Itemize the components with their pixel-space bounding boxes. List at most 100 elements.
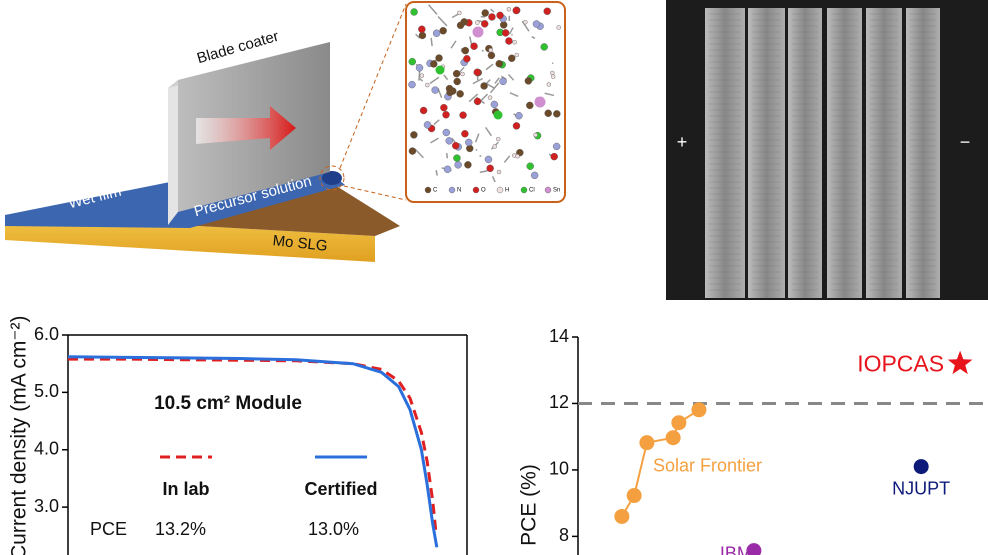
y-tick-label: 14	[549, 326, 569, 346]
bond	[489, 82, 500, 94]
cell-strip	[788, 8, 822, 298]
atom	[515, 112, 523, 120]
atom	[533, 132, 538, 138]
atom	[408, 147, 417, 155]
atom	[456, 21, 465, 30]
atom	[460, 71, 465, 77]
atom	[488, 13, 496, 21]
atom	[487, 51, 496, 60]
atom	[440, 103, 448, 112]
legend-dot	[520, 186, 528, 194]
atom	[459, 111, 467, 119]
bond	[433, 119, 440, 126]
atom	[512, 40, 517, 45]
atom	[499, 77, 507, 86]
atom	[532, 20, 541, 28]
atom	[540, 43, 548, 51]
bond	[503, 155, 511, 163]
atom	[514, 52, 519, 58]
bond	[544, 92, 555, 97]
y-axis-label: PCE (%)	[518, 464, 541, 546]
atom	[442, 128, 450, 137]
series-line	[67, 355, 439, 548]
bond	[508, 27, 514, 35]
bond	[430, 37, 433, 47]
bond	[479, 154, 482, 158]
atom	[495, 60, 503, 68]
atom	[418, 31, 427, 40]
bond	[429, 76, 440, 85]
bond	[418, 70, 421, 81]
bond	[485, 82, 495, 89]
atom	[496, 11, 504, 20]
bond	[485, 127, 493, 137]
atom	[435, 54, 443, 62]
legend-label: In lab	[162, 479, 209, 499]
atom	[425, 82, 430, 88]
series-label: NJUPT	[892, 478, 950, 498]
solution-bead	[322, 171, 342, 185]
point	[671, 415, 687, 431]
atom	[487, 95, 493, 100]
arrow	[196, 106, 296, 150]
atom	[423, 121, 432, 129]
atom	[432, 29, 441, 37]
atom	[492, 144, 497, 149]
atom	[453, 154, 461, 162]
atom	[435, 65, 445, 75]
y-tick-label: 5.0	[34, 381, 59, 401]
point	[639, 435, 655, 451]
atom	[515, 154, 520, 159]
atom	[506, 7, 512, 12]
atom	[445, 137, 453, 145]
cell-strip	[705, 8, 745, 298]
bond	[428, 4, 438, 15]
point	[614, 508, 630, 524]
atom	[550, 70, 555, 76]
legend-dot	[472, 186, 480, 194]
atom	[534, 96, 546, 108]
cell-strip	[906, 8, 940, 298]
atom	[464, 161, 472, 169]
atom	[480, 82, 488, 90]
atom	[496, 169, 502, 175]
atom	[508, 54, 516, 62]
table-cell: 13.0%	[308, 519, 359, 539]
atom	[550, 74, 556, 79]
point	[691, 402, 707, 418]
atom	[488, 47, 493, 53]
atom	[410, 131, 418, 139]
legend-label: Cl	[529, 188, 535, 194]
atom	[449, 87, 457, 95]
atom	[490, 100, 499, 109]
atom	[481, 9, 489, 17]
atom	[430, 60, 438, 68]
atom	[457, 10, 462, 16]
series-line	[68, 357, 438, 531]
atom	[543, 7, 551, 15]
atom	[552, 142, 561, 151]
bond	[509, 92, 519, 98]
legend-dot	[544, 186, 552, 194]
y-tick-label: 8	[559, 525, 569, 545]
atom	[553, 110, 561, 118]
table-cell: PCE	[90, 519, 127, 539]
terminal: +	[677, 132, 688, 152]
series-label: IBM	[720, 543, 752, 555]
atom	[550, 152, 558, 161]
y-axis-label: Current density (mA cm⁻²)	[8, 316, 31, 555]
atom	[415, 64, 424, 72]
atom	[465, 138, 473, 147]
atom	[419, 73, 425, 78]
atom	[452, 69, 461, 78]
module-photo: + −	[666, 0, 988, 300]
blade-side	[168, 80, 178, 225]
atom	[484, 155, 493, 164]
atom	[470, 42, 478, 50]
y-tick-label: 10	[549, 459, 569, 479]
atom	[472, 26, 484, 38]
y-tick-label: 4.0	[34, 438, 59, 458]
zoom-circle	[319, 165, 345, 191]
bond	[494, 77, 500, 84]
